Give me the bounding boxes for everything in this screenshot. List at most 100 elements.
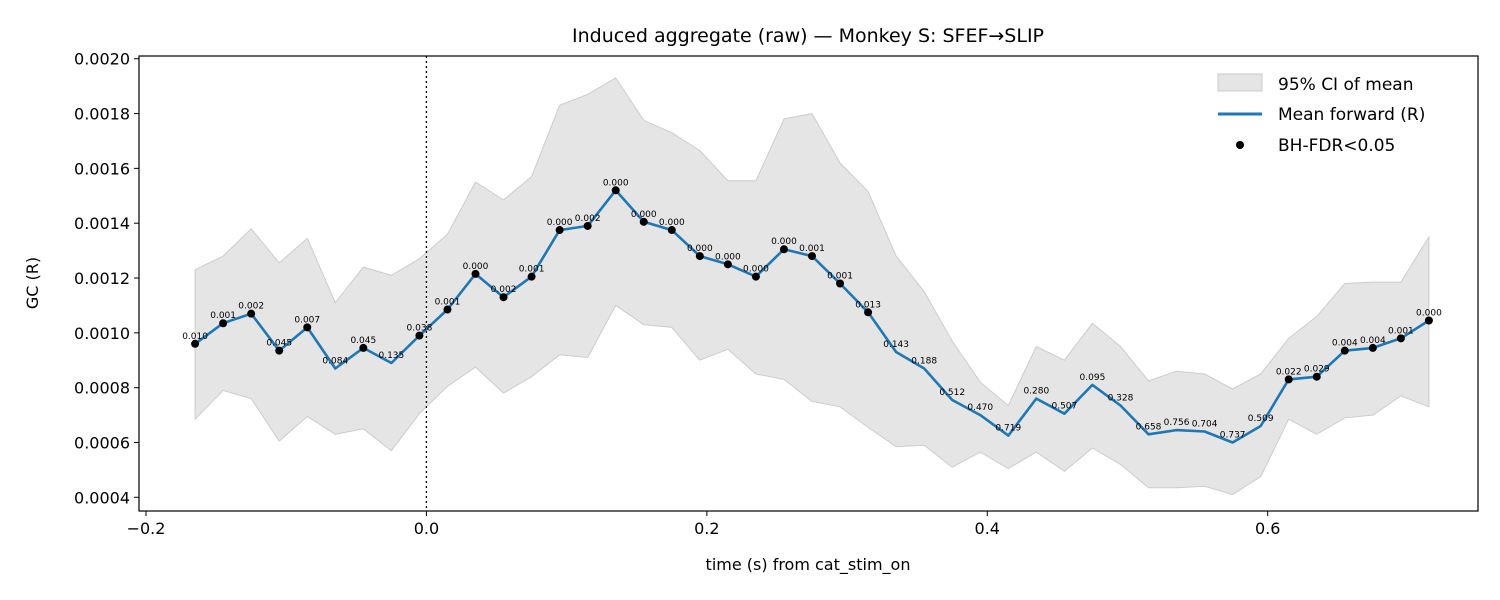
p-value-label: 0.000	[631, 210, 657, 220]
sig-marker	[555, 226, 564, 235]
legend-ci-label: 95% CI of mean	[1278, 75, 1413, 95]
axes: −0.2 0.0 0.2 0.4 0.60.00040.00060.00080.0010…	[74, 50, 1280, 538]
y-tick-label: 0.0012	[74, 269, 130, 288]
y-tick-label: 0.0004	[74, 488, 130, 507]
sig-marker	[864, 308, 873, 317]
x-tick-label: 0.4	[975, 519, 1000, 538]
p-value-label: 0.038	[407, 324, 433, 334]
p-value-label: 0.002	[575, 214, 601, 224]
p-value-label: 0.084	[322, 356, 348, 366]
p-value-label: 0.007	[294, 315, 320, 325]
y-tick-label: 0.0008	[74, 379, 130, 398]
x-tick-label: 0.0	[414, 519, 439, 538]
sig-marker	[1424, 316, 1433, 325]
sig-marker	[191, 339, 200, 348]
y-tick-label: 0.0016	[74, 159, 130, 178]
p-value-label: 0.002	[491, 285, 517, 295]
p-value-label: 0.001	[1388, 326, 1414, 336]
p-value-label: 0.143	[883, 340, 909, 350]
p-value-label: 0.000	[743, 265, 769, 275]
sig-marker	[695, 252, 704, 261]
p-value-label: 0.135	[378, 351, 404, 361]
sig-marker	[499, 293, 508, 302]
sig-marker	[1396, 334, 1405, 343]
sig-marker	[1368, 343, 1377, 352]
legend-ci-swatch	[1217, 73, 1263, 92]
y-tick-label: 0.0018	[74, 105, 130, 124]
sig-marker	[808, 252, 817, 261]
p-value-label: 0.004	[1360, 336, 1386, 346]
p-value-label: 0.188	[911, 356, 937, 366]
p-value-label: 0.045	[350, 336, 376, 346]
p-value-label: 0.045	[266, 339, 292, 349]
sig-marker	[527, 272, 536, 281]
p-value-label: 0.000	[463, 262, 489, 272]
p-value-label: 0.000	[771, 237, 797, 247]
ci-band	[194, 77, 1430, 496]
p-value-label: 0.001	[210, 311, 236, 321]
sig-marker	[247, 309, 256, 318]
p-value-label: 0.000	[715, 252, 741, 262]
sig-marker	[779, 245, 788, 254]
x-axis-label: time (s) from cat_stim_on	[706, 555, 911, 575]
p-value-label: 0.719	[995, 424, 1021, 434]
sig-marker	[667, 226, 676, 235]
legend-sig-label: BH-FDR<0.05	[1278, 136, 1395, 156]
p-value-label: 0.509	[1248, 414, 1274, 424]
plot-area: 0.0100.0010.0020.0450.0070.0840.0450.135…	[182, 56, 1442, 511]
sig-marker	[275, 346, 284, 355]
p-value-label: 0.704	[1192, 420, 1218, 430]
p-value-label: 0.658	[1136, 422, 1162, 432]
legend-sig-swatch	[1236, 141, 1244, 149]
p-value-label: 0.004	[1332, 339, 1358, 349]
sig-marker	[836, 279, 845, 288]
p-value-label: 0.029	[1304, 365, 1330, 375]
p-value-label: 0.000	[659, 218, 685, 228]
p-value-label: 0.022	[1276, 367, 1302, 377]
p-value-label: 0.280	[1023, 387, 1049, 397]
p-value-label: 0.000	[1416, 309, 1442, 319]
sig-marker	[303, 323, 312, 332]
p-value-label: 0.737	[1220, 430, 1246, 440]
chart-title: Induced aggregate (raw) — Monkey S: SFEF…	[572, 25, 1044, 47]
sig-marker	[639, 217, 648, 226]
p-value-label: 0.328	[1108, 393, 1134, 403]
p-value-label: 0.002	[238, 302, 264, 312]
p-value-label: 0.000	[547, 218, 573, 228]
sig-marker	[1340, 346, 1349, 355]
sig-marker	[751, 272, 760, 281]
p-value-label: 0.095	[1080, 373, 1106, 383]
x-tick-label: 0.6	[1255, 519, 1280, 538]
p-value-label: 0.001	[799, 244, 825, 254]
p-value-label: 0.000	[687, 244, 713, 254]
sig-marker	[359, 343, 368, 352]
p-value-label: 0.507	[1051, 402, 1077, 412]
sig-marker	[1312, 372, 1321, 381]
sig-marker	[219, 319, 228, 328]
x-tick-label: 0.2	[694, 519, 719, 538]
sig-marker	[471, 269, 480, 278]
y-tick-label: 0.0020	[74, 50, 130, 69]
p-value-label: 0.013	[855, 300, 881, 310]
y-tick-label: 0.0006	[74, 433, 130, 452]
sig-marker	[723, 260, 732, 269]
sig-marker	[443, 305, 452, 314]
legend: 95% CI of mean Mean forward (R) BH-FDR<0…	[1217, 73, 1425, 156]
p-value-label: 0.010	[182, 332, 208, 342]
p-value-label: 0.512	[939, 388, 965, 398]
p-value-label: 0.470	[967, 403, 993, 413]
sig-marker	[415, 331, 424, 340]
y-tick-label: 0.0010	[74, 324, 130, 343]
p-value-label: 0.756	[1164, 418, 1190, 428]
p-value-label: 0.001	[435, 298, 461, 308]
p-value-label: 0.000	[603, 178, 629, 188]
x-tick-label: −0.2	[127, 519, 166, 538]
plot-frame	[138, 55, 1479, 512]
sig-marker	[611, 186, 620, 195]
y-axis-label: GC (R)	[23, 257, 42, 309]
y-tick-label: 0.0014	[74, 214, 130, 233]
p-value-label: 0.001	[519, 265, 545, 275]
legend-mean-label: Mean forward (R)	[1278, 105, 1425, 125]
p-value-label: 0.001	[827, 272, 853, 282]
